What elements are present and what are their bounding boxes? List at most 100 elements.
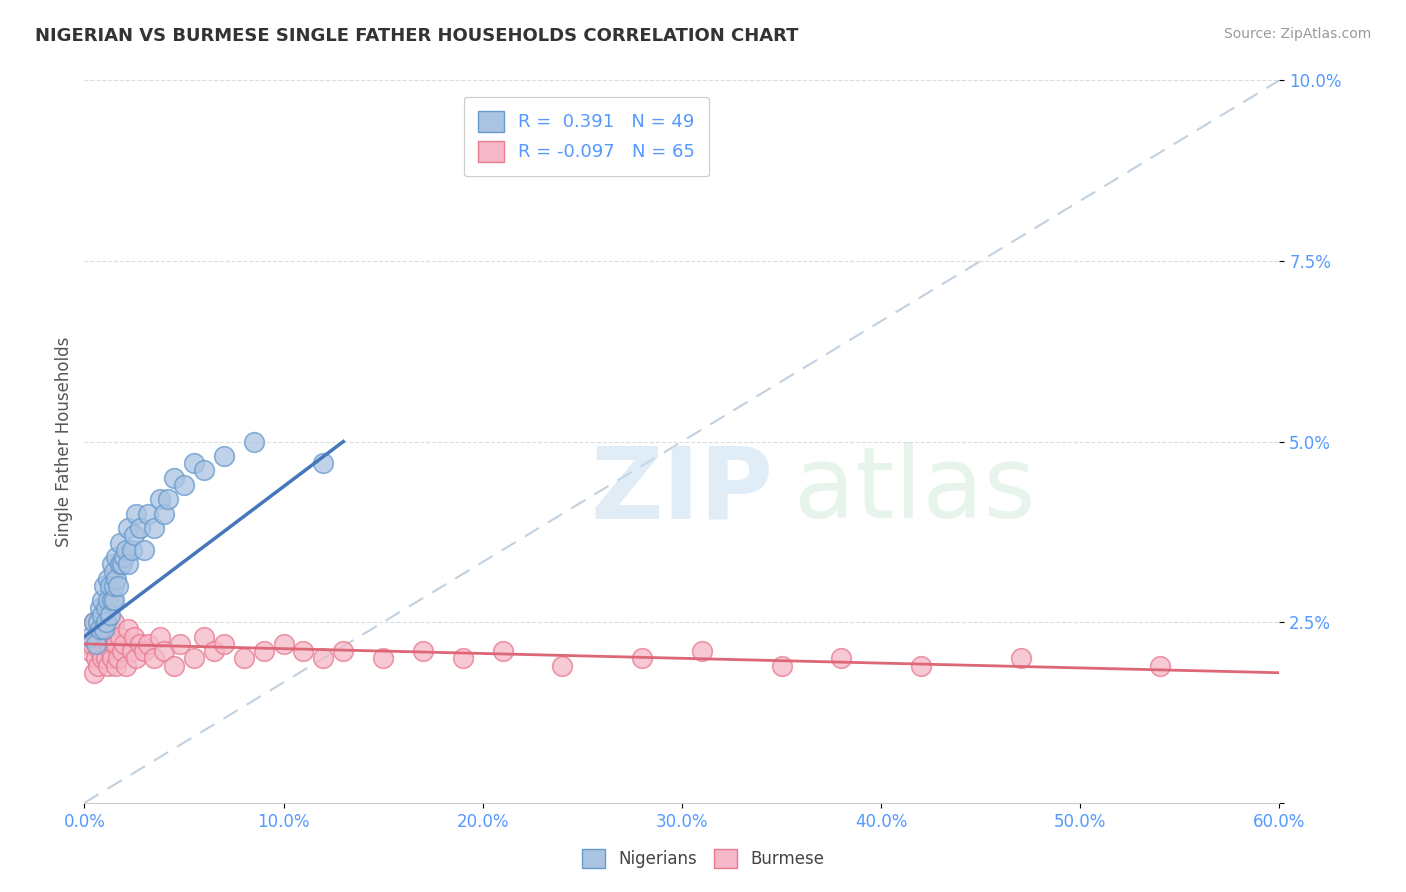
Point	[107, 651, 129, 665]
Point	[129, 637, 152, 651]
Point	[87, 615, 110, 630]
Point	[770, 658, 793, 673]
Text: ZIP: ZIP	[591, 442, 773, 539]
Point	[910, 658, 932, 673]
Point	[79, 630, 101, 644]
Point	[173, 478, 195, 492]
Point	[86, 651, 108, 665]
Point	[91, 607, 114, 622]
Legend: R =  0.391   N = 49, R = -0.097   N = 65: R = 0.391 N = 49, R = -0.097 N = 65	[464, 96, 710, 176]
Point	[183, 456, 205, 470]
Point	[105, 550, 128, 565]
Point	[112, 550, 135, 565]
Point	[312, 456, 335, 470]
Point	[112, 637, 135, 651]
Point	[97, 658, 120, 673]
Point	[273, 637, 295, 651]
Point	[690, 644, 713, 658]
Point	[183, 651, 205, 665]
Point	[830, 651, 852, 665]
Point	[136, 637, 159, 651]
Point	[136, 507, 159, 521]
Point	[202, 644, 225, 658]
Point	[103, 593, 125, 607]
Point	[143, 521, 166, 535]
Point	[122, 630, 145, 644]
Point	[551, 658, 574, 673]
Point	[105, 637, 128, 651]
Point	[129, 521, 152, 535]
Point	[153, 644, 176, 658]
Point	[86, 637, 108, 651]
Point	[89, 623, 111, 637]
Point	[232, 651, 254, 665]
Point	[101, 558, 124, 572]
Point	[111, 558, 134, 572]
Point	[157, 492, 180, 507]
Point	[96, 615, 118, 630]
Point	[101, 593, 124, 607]
Point	[451, 651, 474, 665]
Point	[471, 145, 494, 160]
Point	[312, 651, 335, 665]
Point	[86, 630, 108, 644]
Point	[93, 615, 115, 630]
Point	[631, 651, 654, 665]
Point	[110, 558, 132, 572]
Point	[373, 651, 395, 665]
Point	[143, 651, 166, 665]
Point	[292, 644, 315, 658]
Point	[105, 658, 128, 673]
Point	[98, 579, 121, 593]
Point	[149, 630, 172, 644]
Point	[117, 558, 139, 572]
Point	[107, 579, 129, 593]
Text: atlas: atlas	[794, 442, 1036, 539]
Point	[149, 492, 172, 507]
Point	[153, 507, 176, 521]
Point	[96, 630, 118, 644]
Point	[97, 593, 120, 607]
Point	[1010, 651, 1032, 665]
Point	[132, 542, 156, 557]
Point	[163, 471, 186, 485]
Point	[91, 630, 114, 644]
Point	[121, 542, 143, 557]
Point	[98, 623, 121, 637]
Point	[212, 449, 235, 463]
Point	[89, 623, 111, 637]
Point	[77, 637, 100, 651]
Legend: Nigerians, Burmese: Nigerians, Burmese	[575, 842, 831, 875]
Point	[117, 623, 139, 637]
Point	[412, 644, 434, 658]
Point	[89, 600, 111, 615]
Y-axis label: Single Father Households: Single Father Households	[55, 336, 73, 547]
Point	[79, 644, 101, 658]
Point	[87, 658, 110, 673]
Point	[82, 637, 104, 651]
Point	[163, 658, 186, 673]
Point	[103, 565, 125, 579]
Point	[93, 579, 115, 593]
Point	[169, 637, 191, 651]
Point	[103, 637, 125, 651]
Point	[125, 651, 148, 665]
Point	[110, 535, 132, 549]
Point	[96, 600, 118, 615]
Point	[121, 644, 143, 658]
Point	[83, 665, 105, 680]
Point	[87, 637, 110, 651]
Point	[101, 651, 124, 665]
Point	[97, 637, 120, 651]
Point	[125, 507, 148, 521]
Point	[93, 637, 115, 651]
Text: NIGERIAN VS BURMESE SINGLE FATHER HOUSEHOLDS CORRELATION CHART: NIGERIAN VS BURMESE SINGLE FATHER HOUSEH…	[35, 27, 799, 45]
Point	[110, 630, 132, 644]
Point	[103, 579, 125, 593]
Point	[193, 463, 215, 477]
Point	[212, 637, 235, 651]
Point	[115, 542, 138, 557]
Point	[105, 572, 128, 586]
Point	[492, 644, 515, 658]
Point	[93, 623, 115, 637]
